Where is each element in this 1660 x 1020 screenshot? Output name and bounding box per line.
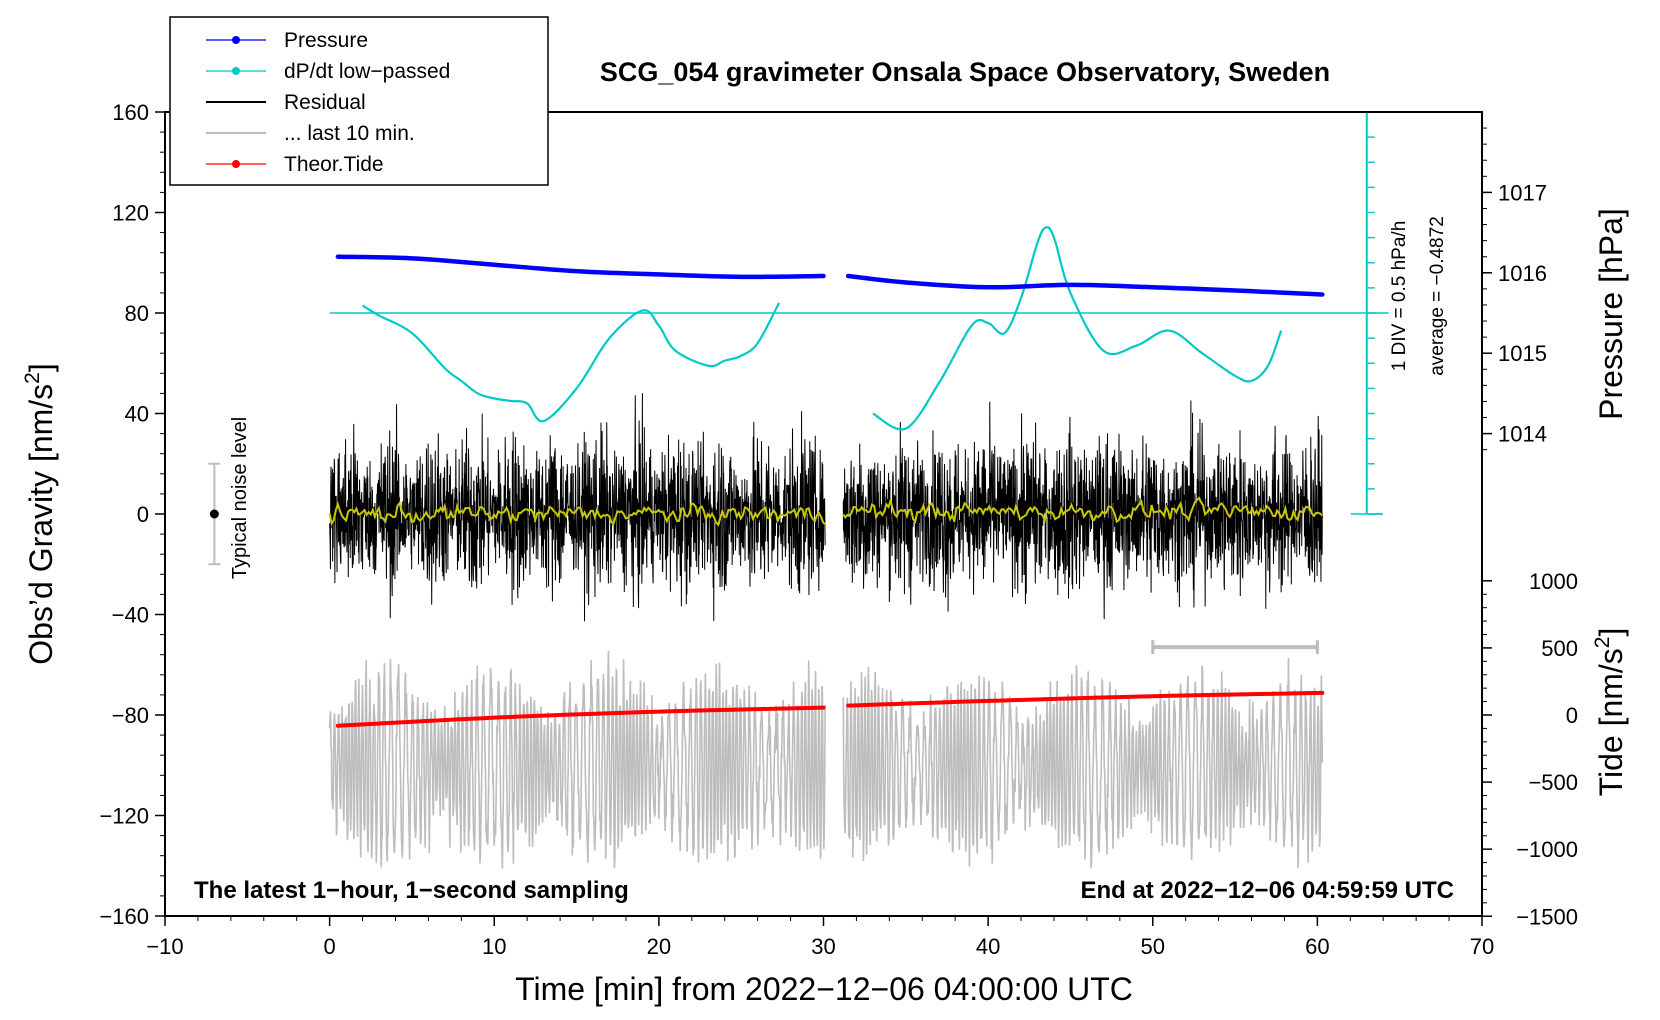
tide-tick-label: 500 — [1541, 636, 1578, 661]
pressure-line — [845, 273, 1325, 297]
y-tick-label: 160 — [112, 100, 149, 125]
tide-line — [846, 690, 1325, 708]
tide-tick-label: 0 — [1566, 703, 1578, 728]
dpdt-scale-bar — [1350, 111, 1383, 515]
x-tick-label: 40 — [976, 934, 1000, 959]
y-tick-label: 80 — [125, 301, 149, 326]
y-tick-label: −80 — [112, 703, 149, 728]
chart-title: SCG_054 gravimeter Onsala Space Observat… — [600, 57, 1330, 87]
tide-axis-title: Tide [nm/s2] — [1591, 628, 1629, 797]
tide-tick-label: −500 — [1528, 770, 1578, 795]
sampling-caption: The latest 1−hour, 1−second sampling — [194, 877, 629, 904]
legend-label: dP/dt low−passed — [284, 60, 450, 83]
right-axis-ticks: 1014 1015 1016 1017 −1500 −1000 −500 0 500 1000 — [1482, 127, 1578, 929]
pressure-series — [335, 254, 1325, 297]
tide-axis-title-main: Tide [nm/s — [1593, 648, 1629, 796]
legend-swatch-dot — [232, 67, 240, 75]
residual-line — [842, 400, 1323, 620]
tide-axis-title-close: ] — [1593, 628, 1629, 637]
tide-tick-label: −1500 — [1516, 904, 1578, 929]
x-tick-label: 10 — [482, 934, 506, 959]
y-tick-label: 120 — [112, 201, 149, 226]
pressure-axis-title: Pressure [hPa] — [1593, 208, 1629, 420]
tide-line — [335, 705, 826, 728]
dpdt-scale-label: 1 DIV = 0.5 hPa/h — [1389, 221, 1410, 372]
y-tick-label: −120 — [99, 804, 149, 829]
legend-label: Residual — [284, 91, 366, 114]
tide-tick-label: −1000 — [1516, 837, 1578, 862]
residual-smoothed-series — [328, 496, 1323, 527]
x-tick-label: −10 — [146, 934, 183, 959]
y-axis-title-close: ] — [23, 363, 59, 372]
x-tick-label: 50 — [1141, 934, 1165, 959]
legend-swatch-dot — [232, 36, 240, 44]
noise-level-label: Typical noise level — [229, 417, 251, 579]
last-10-min-line — [842, 657, 1324, 869]
residual-smoothed-line — [328, 500, 826, 527]
legend: Pressure dP/dt low−passed Residual ... last… — [169, 16, 549, 186]
pressure-tick-label: 1017 — [1498, 180, 1547, 205]
tide-tick-label: 1000 — [1529, 569, 1578, 594]
y-tick-label: 40 — [125, 402, 149, 427]
legend-label: ... last 10 min. — [284, 122, 415, 145]
end-time-caption: End at 2022−12−06 04:59:59 UTC — [1080, 877, 1454, 904]
residual-smoothed-line — [842, 496, 1323, 524]
dpdt-series — [361, 226, 1283, 431]
legend-items: Pressure dP/dt low−passed Residual ... last… — [206, 29, 450, 176]
legend-swatch-dot — [232, 160, 240, 168]
last-10-min-bar — [1151, 640, 1319, 655]
y-tick-label: −40 — [112, 603, 149, 628]
legend-item: dP/dt low−passed — [206, 60, 450, 83]
legend-item: Theor.Tide — [206, 153, 384, 176]
x-axis-title: Time [min] from 2022−12−06 04:00:00 UTC — [515, 971, 1133, 1007]
legend-item: ... last 10 min. — [206, 122, 415, 145]
noise-level-bar — [208, 462, 221, 566]
pressure-line — [335, 254, 826, 280]
x-axis-ticks: −10 0 10 20 30 40 50 60 70 — [146, 916, 1494, 959]
x-tick-label: 60 — [1305, 934, 1329, 959]
dpdt-average-label: average = −0.4872 — [1427, 216, 1448, 376]
y-axis-ticks: −160 −120 −80 −40 0 40 80 120 160 — [99, 100, 165, 929]
y-tick-label: −160 — [99, 904, 149, 929]
residual-series — [329, 393, 1323, 622]
last-10-min-series — [328, 650, 1324, 869]
dpdt-line — [361, 302, 781, 423]
x-tick-label: 20 — [647, 934, 671, 959]
theoretical-tide-series — [335, 690, 1325, 728]
legend-label: Pressure — [284, 29, 368, 52]
y-axis-title: Obs’d Gravity [nm/s2] — [21, 363, 59, 665]
legend-label: Theor.Tide — [284, 153, 384, 176]
x-tick-label: 70 — [1470, 934, 1494, 959]
y-tick-label: 0 — [137, 502, 149, 527]
residual-line — [329, 393, 826, 622]
last-10-min-line — [328, 650, 826, 869]
pressure-tick-label: 1016 — [1498, 261, 1547, 286]
legend-item: Residual — [206, 91, 366, 114]
pressure-tick-label: 1015 — [1498, 341, 1547, 366]
pressure-tick-label: 1014 — [1498, 422, 1547, 447]
legend-item: Pressure — [206, 29, 368, 52]
dpdt-line — [872, 226, 1283, 431]
tide-axis-title-sup: 2 — [1591, 637, 1614, 649]
x-tick-label: 0 — [324, 934, 336, 959]
noise-bar-center — [209, 509, 219, 519]
y-axis-title-sup: 2 — [21, 372, 44, 384]
x-tick-label: 30 — [811, 934, 835, 959]
y-axis-title-main: Obs’d Gravity [nm/s — [23, 384, 59, 665]
